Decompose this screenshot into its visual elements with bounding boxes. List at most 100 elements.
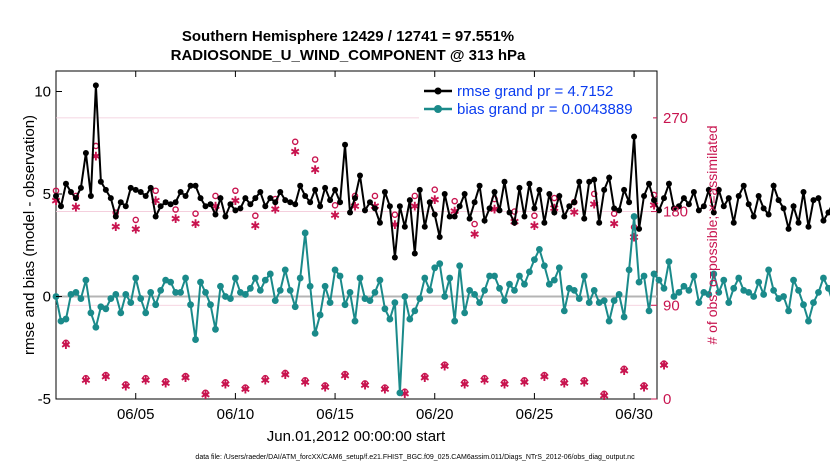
bias-point (600, 297, 608, 304)
legend-rmse-label: rmse grand pr = 4.7152 (457, 83, 613, 100)
axis-layer: 06/05 06/10 06/15 06/20 06/25 06/30 -5 0 5 10 0 90 1… (34, 71, 688, 423)
obs-assimilated-point: ✱ (330, 209, 340, 223)
y-right-tick-label: 0 (663, 391, 671, 408)
obs-assimilated-point: ✱ (320, 381, 330, 395)
bias-point (276, 286, 284, 294)
obs-possible-point (421, 372, 429, 380)
bias-point (685, 286, 693, 294)
x-tick-label: 06/25 (516, 406, 554, 423)
rmse-point (735, 193, 742, 200)
bias-point (575, 295, 583, 302)
obs-possible-point (232, 187, 239, 195)
bias-point (800, 301, 807, 309)
bias-point (486, 272, 493, 280)
rmse-point (785, 225, 792, 232)
bias-point (192, 336, 199, 343)
bias-point (246, 284, 254, 292)
rmse-point (820, 217, 827, 224)
bias-point (306, 282, 314, 290)
rmse-point (356, 172, 363, 179)
bias-point (545, 280, 553, 288)
bias-point (511, 286, 518, 294)
bias-point (605, 317, 613, 325)
rmse-point (481, 217, 488, 224)
rmse-point (790, 203, 797, 210)
bias-point (241, 291, 249, 298)
bias-point (535, 245, 543, 253)
rmse-point (606, 174, 613, 181)
bias-point (805, 317, 812, 325)
rmse-point (601, 186, 608, 193)
bias-point (620, 313, 628, 321)
bias-point (645, 307, 653, 315)
rmse-point (247, 201, 254, 208)
bias-point (137, 295, 145, 302)
rmse-point (411, 250, 418, 257)
bias-point (466, 286, 474, 294)
bias-point (212, 325, 219, 333)
y-right-tick-label: 90 (663, 297, 680, 314)
rmse-point (591, 176, 598, 183)
obs-possible-point (222, 379, 229, 386)
rmse-point (700, 203, 707, 210)
rmse-point (157, 203, 164, 210)
rmse-point (511, 219, 518, 226)
obs-assimilated-point: ✱ (519, 375, 529, 389)
obs-possible-point (431, 186, 439, 194)
rmse-point (501, 178, 508, 185)
rmse-point (755, 193, 762, 200)
bias-point (516, 272, 523, 280)
rmse-point (780, 205, 787, 212)
bias-point (112, 291, 120, 298)
rmse-point (337, 199, 344, 206)
rmse-point (426, 199, 433, 206)
rmse-point (636, 225, 643, 232)
rmse-point (371, 205, 378, 212)
obs-assimilated-point: ✱ (420, 371, 430, 385)
y-right-tick-label: 270 (663, 110, 688, 127)
bias-point (795, 286, 802, 294)
rmse-point (641, 193, 648, 200)
obs-assimilated-point: ✱ (470, 227, 480, 241)
rmse-point (297, 182, 304, 189)
obs-assimilated-point: ✱ (360, 378, 370, 392)
obs-assimilated-point: ✱ (460, 377, 470, 391)
rmse-point (192, 182, 199, 189)
rmse-point (531, 205, 538, 212)
bias-point (765, 266, 773, 274)
rmse-point (117, 199, 124, 206)
chart-title-line2: RADIOSONDE_U_WIND_COMPONENT @ 313 hPa (171, 47, 526, 64)
rmse-point (566, 203, 573, 210)
bias-point (296, 274, 304, 282)
rmse-point (476, 182, 483, 189)
bias-point (386, 315, 394, 323)
rmse-point (800, 188, 807, 195)
obs-assimilated-point: ✱ (131, 222, 141, 236)
bias-point (585, 299, 593, 307)
rmse-point (57, 203, 64, 210)
rmse-point (436, 234, 443, 241)
bias-point (291, 303, 299, 311)
rmse-point (496, 207, 503, 214)
obs-possible-point (182, 372, 189, 380)
bias-point (496, 284, 503, 292)
obs-assimilated-point: ✱ (101, 370, 111, 384)
bias-point (461, 309, 469, 317)
y-tick-label: 0 (43, 289, 51, 306)
obs-assimilated-point: ✱ (659, 359, 669, 373)
bias-point (710, 270, 718, 278)
bias-point (72, 289, 80, 296)
bias-point (316, 311, 324, 319)
obs-assimilated-point: ✱ (529, 219, 539, 233)
obs-possible-point (142, 374, 150, 382)
obs-assimilated-point: ✱ (400, 387, 410, 401)
rmse-point (112, 213, 119, 220)
obs-possible-point (531, 212, 538, 220)
rmse-point (147, 184, 154, 191)
obs-assimilated-point: ✱ (260, 373, 270, 387)
rmse-point (775, 197, 782, 204)
obs-assimilated-point: ✱ (639, 381, 649, 395)
bias-point (580, 272, 588, 280)
obs-assimilated-point: ✱ (230, 194, 240, 208)
